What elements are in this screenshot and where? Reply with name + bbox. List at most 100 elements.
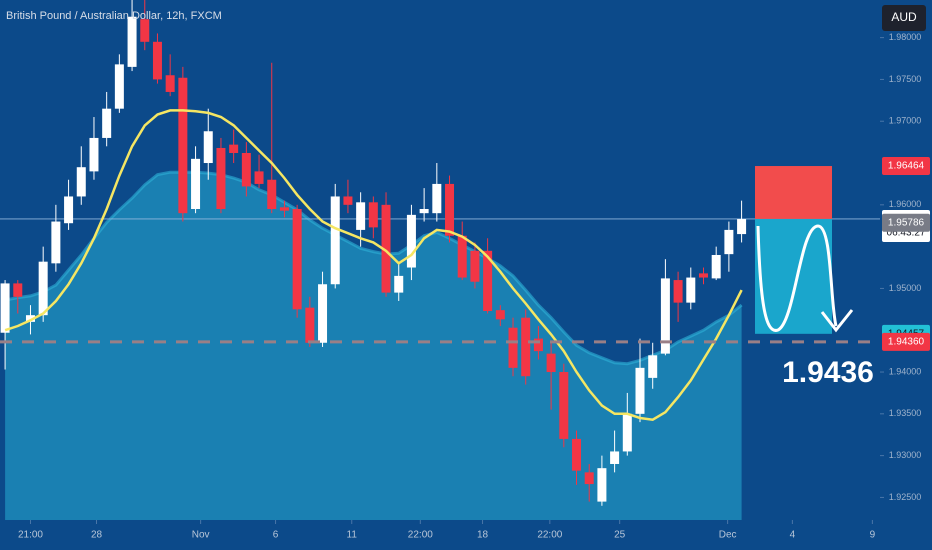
price-badge <box>882 157 930 176</box>
candle-body <box>635 367 645 414</box>
candle-body <box>254 171 264 184</box>
candle-body <box>38 261 48 316</box>
target-zone <box>755 218 832 334</box>
overlay-layer <box>0 166 880 344</box>
price-badge-label: 1.94360 <box>888 337 925 348</box>
candle-body <box>508 327 518 368</box>
x-tick-label: 18 <box>477 530 489 541</box>
candle-body <box>127 16 137 67</box>
candle-body <box>152 41 162 80</box>
candle-body <box>737 219 747 235</box>
currency-button[interactable] <box>882 5 926 31</box>
candle-body <box>419 209 429 214</box>
x-tick-label: 9 <box>870 530 876 541</box>
y-tick-label: 1.95000 <box>889 283 922 293</box>
x-axis-panel <box>0 520 932 550</box>
y-tick-label: 1.94000 <box>889 366 922 376</box>
candle-body <box>13 283 23 297</box>
candle-body <box>102 108 112 138</box>
candle-body <box>470 250 480 282</box>
candle-body <box>673 280 683 303</box>
candle-body <box>216 147 226 210</box>
x-tick-label: 21:00 <box>18 530 43 541</box>
candle-body <box>51 221 61 264</box>
candle-body <box>432 183 442 214</box>
moving-average <box>4 109 743 421</box>
candle-body <box>267 179 277 210</box>
candle-body <box>724 229 734 255</box>
candle-body <box>89 137 99 172</box>
price-badge <box>882 213 930 232</box>
x-tick-label: 22:00 <box>408 530 433 541</box>
currency-button-label[interactable]: AUD <box>891 10 917 24</box>
candle-body <box>381 204 391 293</box>
x-tick-label: Nov <box>192 530 210 541</box>
candle-body <box>521 317 531 377</box>
candle-body <box>279 207 289 211</box>
candle-body <box>64 196 74 224</box>
candle-body <box>292 209 302 310</box>
band-area <box>5 172 742 520</box>
y-tick-label: 1.96000 <box>889 199 922 209</box>
candle-body <box>610 451 620 464</box>
y-tick-label: 1.93000 <box>889 450 922 460</box>
candle-body <box>0 283 10 333</box>
candle-body <box>76 167 86 197</box>
y-tick-label: 1.98000 <box>889 32 922 42</box>
x-tick-label: 28 <box>91 530 103 541</box>
price-badge-label: 1.95786 <box>888 217 925 228</box>
candle-body <box>368 202 378 228</box>
chart-title: British Pound / Australian Dollar, 12h, … <box>6 10 222 22</box>
candle-body <box>165 75 175 92</box>
candle-body <box>229 144 239 153</box>
y-axis-panel <box>880 0 932 550</box>
price-countdown: 06:43:27 <box>887 228 926 239</box>
candle-body <box>584 472 594 485</box>
price-badge-label: 1.96464 <box>888 161 925 172</box>
candle-body <box>241 152 251 187</box>
x-tick-label: 22:00 <box>537 530 562 541</box>
candle-body <box>559 372 569 439</box>
area-layer <box>4 170 743 520</box>
candle-body <box>457 235 467 278</box>
projection-arrow <box>820 309 854 333</box>
x-tick-label: 4 <box>790 530 796 541</box>
candle-body <box>203 131 213 164</box>
candle-body <box>25 315 35 322</box>
x-tick-label: 25 <box>614 530 626 541</box>
support-level-label: 1.9436 <box>782 356 874 389</box>
stop-zone <box>755 166 832 219</box>
candle-body <box>597 468 607 502</box>
candle-body <box>533 338 543 352</box>
candle-body <box>445 183 455 236</box>
band-line <box>4 170 743 366</box>
y-tick-label: 1.97500 <box>889 74 922 84</box>
candle-body <box>648 355 658 378</box>
candle-body <box>140 19 150 42</box>
price-badge <box>882 332 930 351</box>
candle-body <box>305 307 315 343</box>
candle-body <box>394 275 404 293</box>
candle-body <box>546 353 556 373</box>
candle-body <box>622 413 632 452</box>
y-tick-label: 1.97000 <box>889 116 922 126</box>
candle-layer <box>0 0 747 506</box>
candle-body <box>572 438 582 471</box>
candle-body <box>406 214 416 268</box>
projection-curve <box>756 224 838 332</box>
candle-body <box>343 196 353 205</box>
candle-body <box>178 77 188 214</box>
candle-body <box>318 284 328 343</box>
candle-body <box>686 277 696 303</box>
y-tick-label: 1.93500 <box>889 408 922 418</box>
x-tick-label: 6 <box>273 530 279 541</box>
y-tick-label: 1.92500 <box>889 492 922 502</box>
candle-body <box>330 196 340 285</box>
candle-body <box>483 250 493 311</box>
candle-body <box>114 64 124 109</box>
candle-body <box>698 273 708 278</box>
candle-body <box>660 278 670 354</box>
x-tick-label: 11 <box>347 530 358 541</box>
